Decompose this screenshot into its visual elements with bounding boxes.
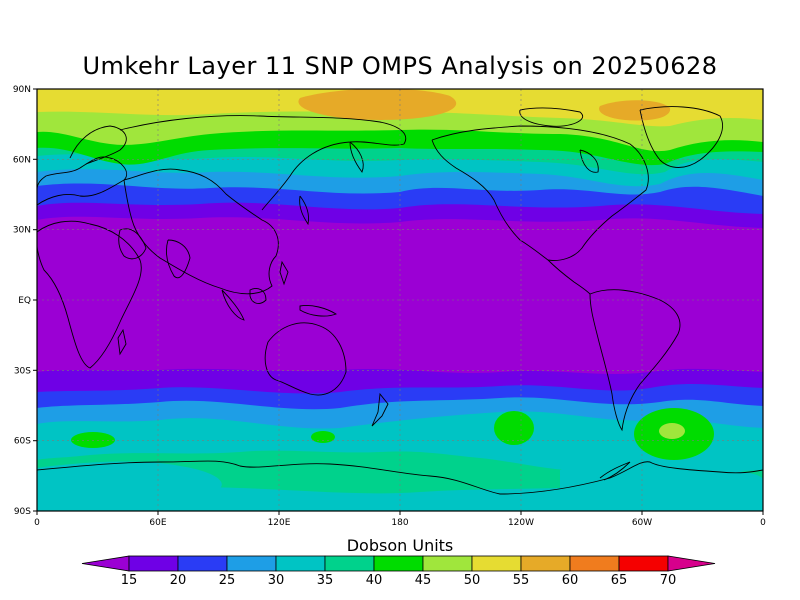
contour-field — [37, 89, 763, 511]
colorbar-swatch — [324, 555, 375, 572]
lat-label: 30N — [13, 226, 31, 236]
coast-arctic-islands — [519, 107, 583, 127]
colorbar-swatch — [226, 555, 277, 572]
colorbar-tick-label: 20 — [170, 573, 187, 588]
coast-antarctica — [37, 460, 763, 495]
colorbar-tick-label: 30 — [268, 573, 285, 588]
coast-sumatra — [221, 289, 245, 321]
lat-label: 30S — [14, 366, 31, 376]
lat-label: 90N — [13, 85, 31, 95]
colorbar-low-triangle — [81, 555, 130, 572]
colorbar-swatch — [520, 555, 571, 572]
colorbar-swatch — [373, 555, 424, 572]
gridlines — [37, 89, 763, 511]
coast-central-america — [547, 259, 591, 295]
colorbar-high-triangle — [667, 555, 716, 572]
coast-india — [165, 239, 191, 279]
coast-borneo — [249, 288, 267, 304]
coast-philippines — [279, 260, 289, 286]
lon-label: 120E — [268, 518, 291, 528]
lon-label: 0 — [34, 518, 40, 528]
colorbar-tick-label: 60 — [562, 573, 579, 588]
colorbar-tick-label: 15 — [121, 573, 138, 588]
local-max-pacific-45 — [494, 411, 534, 445]
colorbar-tick-label: 35 — [317, 573, 334, 588]
lon-labels: 0 60E 120E 180 120W 60W 0 — [34, 518, 766, 528]
colorbar-tick-label: 65 — [611, 573, 628, 588]
colorbar-label: Dobson Units — [346, 536, 454, 555]
coast-scandinavia — [69, 125, 127, 165]
coast-europe — [37, 156, 128, 206]
colorbar-swatch — [422, 555, 473, 572]
coast-newzealand — [371, 392, 389, 427]
coast-madagascar — [117, 328, 127, 356]
colorbar-swatch — [569, 555, 620, 572]
lon-label: 60W — [632, 518, 652, 528]
antarctic-35-40-right — [560, 462, 763, 500]
coast-japan — [299, 195, 309, 226]
coastlines — [37, 106, 763, 495]
lat-label: 60N — [13, 155, 31, 165]
lat-label: EQ — [18, 296, 31, 306]
coast-newguinea — [299, 305, 338, 317]
colorbar-swatch — [471, 555, 522, 572]
max-greenland-60-65 — [599, 100, 671, 121]
local-max-indian-45 — [71, 432, 115, 448]
axis-ticks — [33, 88, 764, 515]
page-title: Umkehr Layer 11 SNP OMPS Analysis on 202… — [82, 52, 718, 80]
colorbar-tick-label: 45 — [415, 573, 432, 588]
local-max-tasman-45 — [311, 431, 335, 443]
local-max-atlantic-50 — [659, 423, 685, 439]
coast-siberia — [119, 115, 407, 211]
antarctic-35-40-left — [37, 461, 222, 501]
lat-label: 90S — [14, 507, 31, 517]
lon-label: 60E — [149, 518, 166, 528]
lon-label: 120W — [508, 518, 534, 528]
colorbar-tick-label: 40 — [366, 573, 383, 588]
colorbar-tick-label: 25 — [219, 573, 236, 588]
coast-antarctic-peninsula — [599, 461, 631, 481]
colorbar-swatch — [177, 555, 228, 572]
coast-hudson — [579, 149, 599, 173]
colorbar-swatch — [275, 555, 326, 572]
max-arctic-60-65 — [298, 89, 457, 120]
lon-label: 180 — [391, 518, 408, 528]
colorbar-swatch — [128, 555, 179, 572]
colorbar-swatch — [618, 555, 669, 572]
coast-north-america — [431, 125, 649, 261]
coast-kamchatka — [349, 141, 364, 173]
lat-label: 60S — [14, 437, 31, 447]
coast-arabia — [118, 228, 147, 260]
coast-greenland — [639, 106, 723, 168]
lat-labels: 90N 60N 30N EQ 30S 60S 90S — [13, 85, 31, 517]
coast-africa — [37, 220, 142, 369]
lon-label: 0 — [760, 518, 766, 528]
colorbar-tick-label: 50 — [464, 573, 481, 588]
colorbar-tick-label: 55 — [513, 573, 530, 588]
coast-australia — [264, 322, 347, 396]
colorbar-tick-label: 70 — [660, 573, 677, 588]
colorbar: 15 20 25 30 35 40 45 50 55 60 65 70 — [81, 555, 716, 588]
coast-south-america — [589, 289, 681, 432]
